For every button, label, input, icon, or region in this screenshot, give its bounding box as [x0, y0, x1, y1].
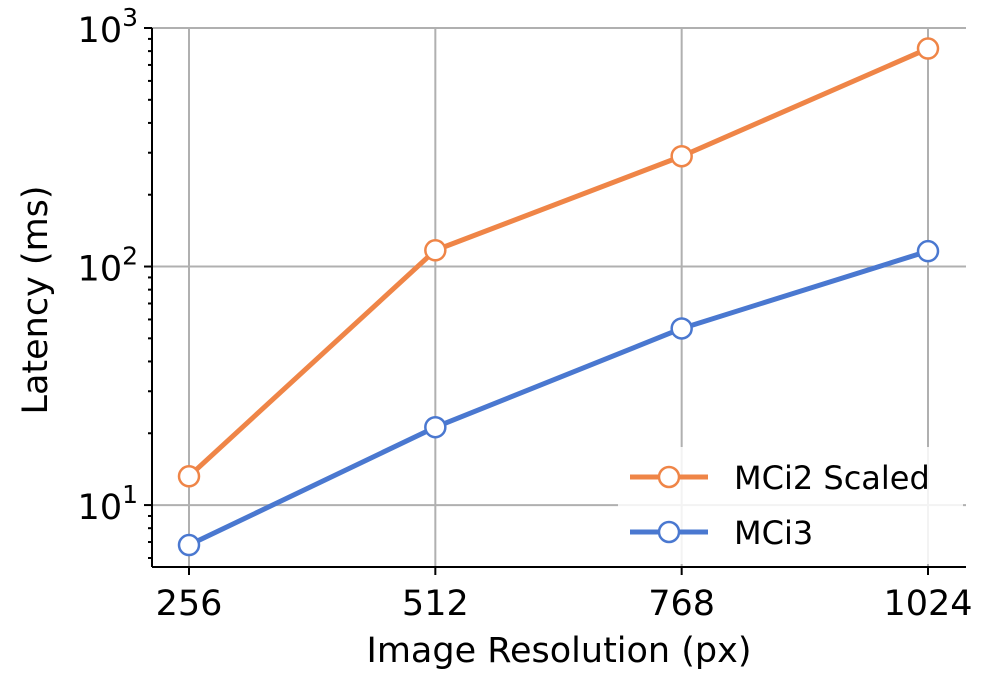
- data-point: [916, 37, 940, 60]
- legend-marker: [657, 520, 681, 544]
- series-line: [187, 46, 930, 479]
- legend: MCi2 Scaled MCi3: [618, 447, 963, 564]
- data-point: [177, 533, 201, 557]
- y-tick-label: 103: [78, 3, 138, 51]
- legend-marker: [657, 465, 681, 489]
- series-line: [187, 248, 929, 548]
- x-tick-label: 768: [648, 584, 715, 624]
- legend-box: [618, 447, 963, 564]
- grid-layer: [152, 27, 966, 567]
- data-point: [424, 239, 447, 262]
- series-layer: [177, 37, 940, 557]
- data-point: [670, 144, 693, 168]
- data-point: [177, 465, 201, 488]
- legend-label: MCi2 Scaled: [734, 459, 930, 497]
- x-tick-label: 512: [402, 584, 469, 624]
- y-tick-label: 102: [78, 242, 138, 290]
- data-point: [916, 239, 940, 263]
- y-tick-label: 101: [78, 480, 138, 528]
- axes-layer: [151, 28, 966, 568]
- x-tick-label: 1024: [883, 584, 972, 624]
- data-point: [670, 317, 693, 340]
- data-point: [424, 415, 447, 439]
- ticks-layer: 256 512 768 1024 101 102 103: [78, 3, 973, 624]
- y-axis-label: Latency (ms): [16, 185, 56, 414]
- x-axis-label: Image Resolution (px): [367, 631, 752, 671]
- legend-label: MCi3: [734, 514, 813, 552]
- x-tick-label: 256: [156, 584, 223, 624]
